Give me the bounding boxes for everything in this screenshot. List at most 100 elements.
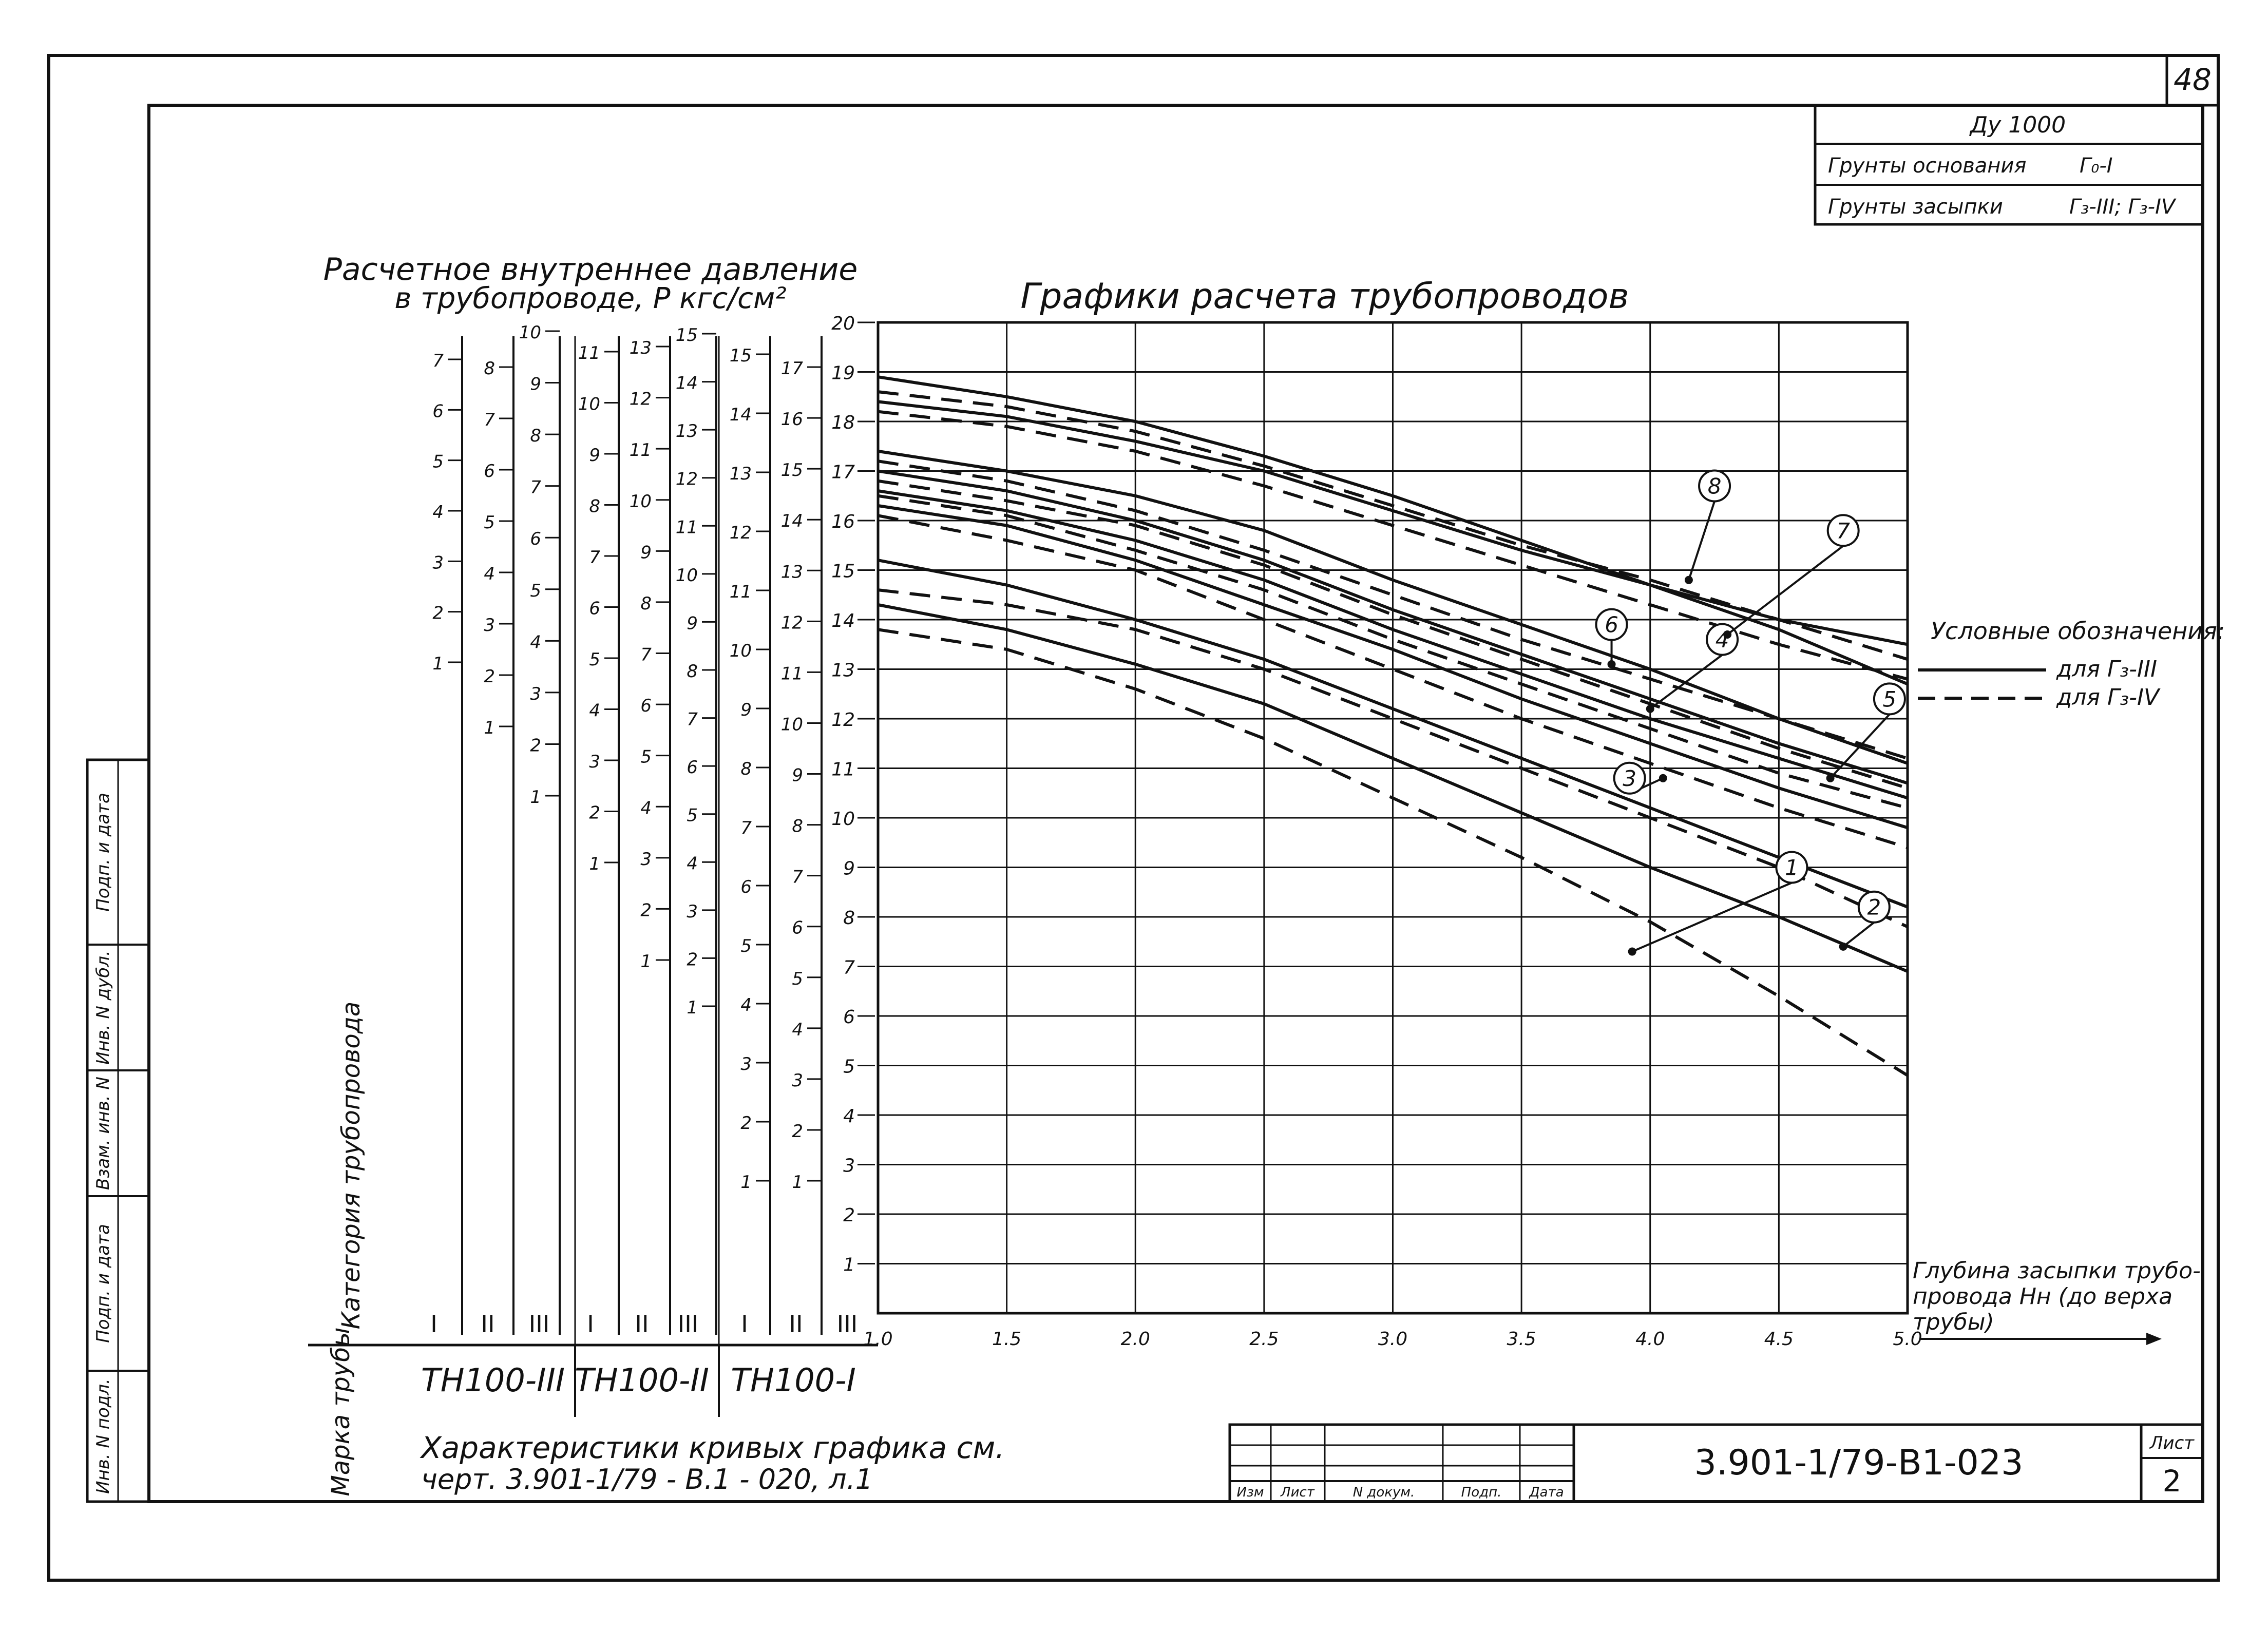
curve-callout-point [1723,630,1732,639]
pressure-tick-label: 6 [530,529,541,549]
plot-border [876,321,1909,1315]
pressure-tick-label: 1 [792,1172,803,1193]
x-tick-label: 2.0 [1121,1329,1150,1350]
pressure-tick-label: 15 [676,325,698,346]
curve-callout-point [1628,947,1636,956]
curve-label: 5 [1883,686,1897,712]
pressure-tick-label: 2 [530,735,541,756]
pressure-tick-label: 9 [640,542,652,563]
y-tick-label: 12 [831,709,855,731]
category-mark: III [678,1310,699,1338]
category-mark: III [837,1310,858,1338]
pressure-tick-label: 11 [630,440,652,460]
series-line-16 [878,628,1909,1077]
pressure-tick-label: 13 [676,421,698,442]
pressure-tick-label: 1 [484,718,495,738]
x-tick-label: 5.0 [1893,1329,1922,1350]
legend: Условные обозначения: для Г₃-III для Г₃-… [1918,617,2225,711]
x-tick-label: 3.0 [1378,1329,1407,1350]
pressure-tick-label: 10 [781,714,803,735]
y-tick-label: 9 [843,858,855,879]
pressure-tick-label: 14 [676,373,698,394]
y-tick-label: 16 [831,511,855,532]
series-line-9 [878,489,1908,800]
curve-label-circle [1613,761,1646,795]
category-mark: I [430,1310,437,1338]
legend-solid-label: для Г₃-III [2056,656,2157,682]
side-stamp-label: Инв. N дубл. [93,950,113,1065]
category-mark: I [587,1310,594,1338]
pressure-tick-label: 10 [676,565,698,586]
pressure-tick-label: 7 [530,477,541,498]
y-tick-label: 1 [843,1255,855,1276]
y-tick-label: 4 [843,1106,855,1127]
curve-label-circle [1775,851,1808,884]
pressure-tick-label: 10 [730,641,752,661]
stamp-col-date: Дата [1529,1485,1564,1500]
x-axis-label-line3: трубы) [1913,1309,1994,1335]
series-line-7 [878,469,1908,785]
curve-label-circle [1595,608,1628,641]
y-tick-label: 5 [843,1057,855,1078]
pressure-tick-label: 13 [630,338,652,358]
series-line-1 [878,375,1909,686]
curve-callout-leader [1726,545,1844,636]
pressure-tick-label: 13 [730,464,752,484]
legend-title: Условные обозначения: [1931,617,2225,645]
pressure-tick-label: 9 [530,374,541,395]
pressure-tick-label: 17 [781,358,804,379]
diameter-label: Ду 1000 [1969,112,2066,138]
pressure-tick-label: 3 [589,752,600,772]
y-tick-label: 8 [843,908,855,929]
pressure-tick-label: 4 [740,995,752,1015]
pressure-tick-label: 4 [589,701,600,721]
x-axis-label-line2: провода Нн (до верха [1913,1283,2172,1310]
series-line-15 [878,603,1909,973]
pressure-tick-label: 1 [740,1172,752,1193]
x-tick-label: 4.0 [1635,1329,1665,1350]
pressure-tick-label: 6 [740,877,752,897]
side-stamp-column: Подп. и дата Инв. N дубл. Взам. инв. N Подп… [86,758,150,1503]
x-axis-arrowhead [2146,1333,2162,1345]
pressure-tick-label: 2 [432,603,444,624]
pressure-tick-label: 5 [740,936,752,956]
curve-callout-leader [1842,922,1875,948]
pressure-tick-label: 4 [792,1020,803,1040]
curve-label-circle [1873,682,1906,716]
chart-title: Графики расчета трубопроводов [1020,276,1629,317]
pressure-tick-label: 14 [781,511,803,531]
pressure-tick-label: 8 [687,661,698,682]
outer-frame [47,54,2220,1582]
y-tick-label: 14 [831,610,855,631]
pressure-tick-label: 1 [589,854,600,874]
series-line-2 [878,390,1908,661]
series-line-13 [878,559,1909,909]
curve-label: 6 [1605,612,1618,638]
pressure-tick-label: 10 [578,394,600,415]
curve-label: 8 [1708,473,1722,498]
pressure-tick-label: 4 [530,632,541,653]
pressure-tick-label: 15 [781,460,803,481]
pressure-tick-label: 3 [740,1054,752,1074]
curve-callout-point [1839,942,1847,951]
series-line-8 [878,479,1908,790]
pressure-tick-label: 11 [730,582,752,602]
stamp-sheet-label: Лист [2149,1433,2195,1453]
y-tick-label: 20 [831,313,855,334]
pressure-tick-label: 5 [432,452,444,472]
series-line-10 [878,494,1908,810]
pressure-tick-label: 11 [781,663,803,684]
category-label: Категория трубопровода [337,1002,366,1330]
bottom-stamp: Изм Лист N докум. Подп. Дата 3.901-1/79-… [1228,1423,2204,1503]
pressure-tick-label: 6 [792,918,803,938]
pressure-tick-label: 6 [589,599,600,619]
pressure-tick-label: 7 [740,818,752,838]
note-line1: Характеристики кривых графика см. [420,1430,1005,1465]
pressure-tick-label: 8 [589,496,600,517]
pressure-tick-label: 7 [640,645,652,665]
x-tick-label: 4.5 [1764,1329,1794,1350]
pressure-tick-label: 4 [484,564,495,584]
pressure-tick-label: 7 [432,351,444,371]
stamp-col-izm: Изм [1237,1485,1264,1500]
